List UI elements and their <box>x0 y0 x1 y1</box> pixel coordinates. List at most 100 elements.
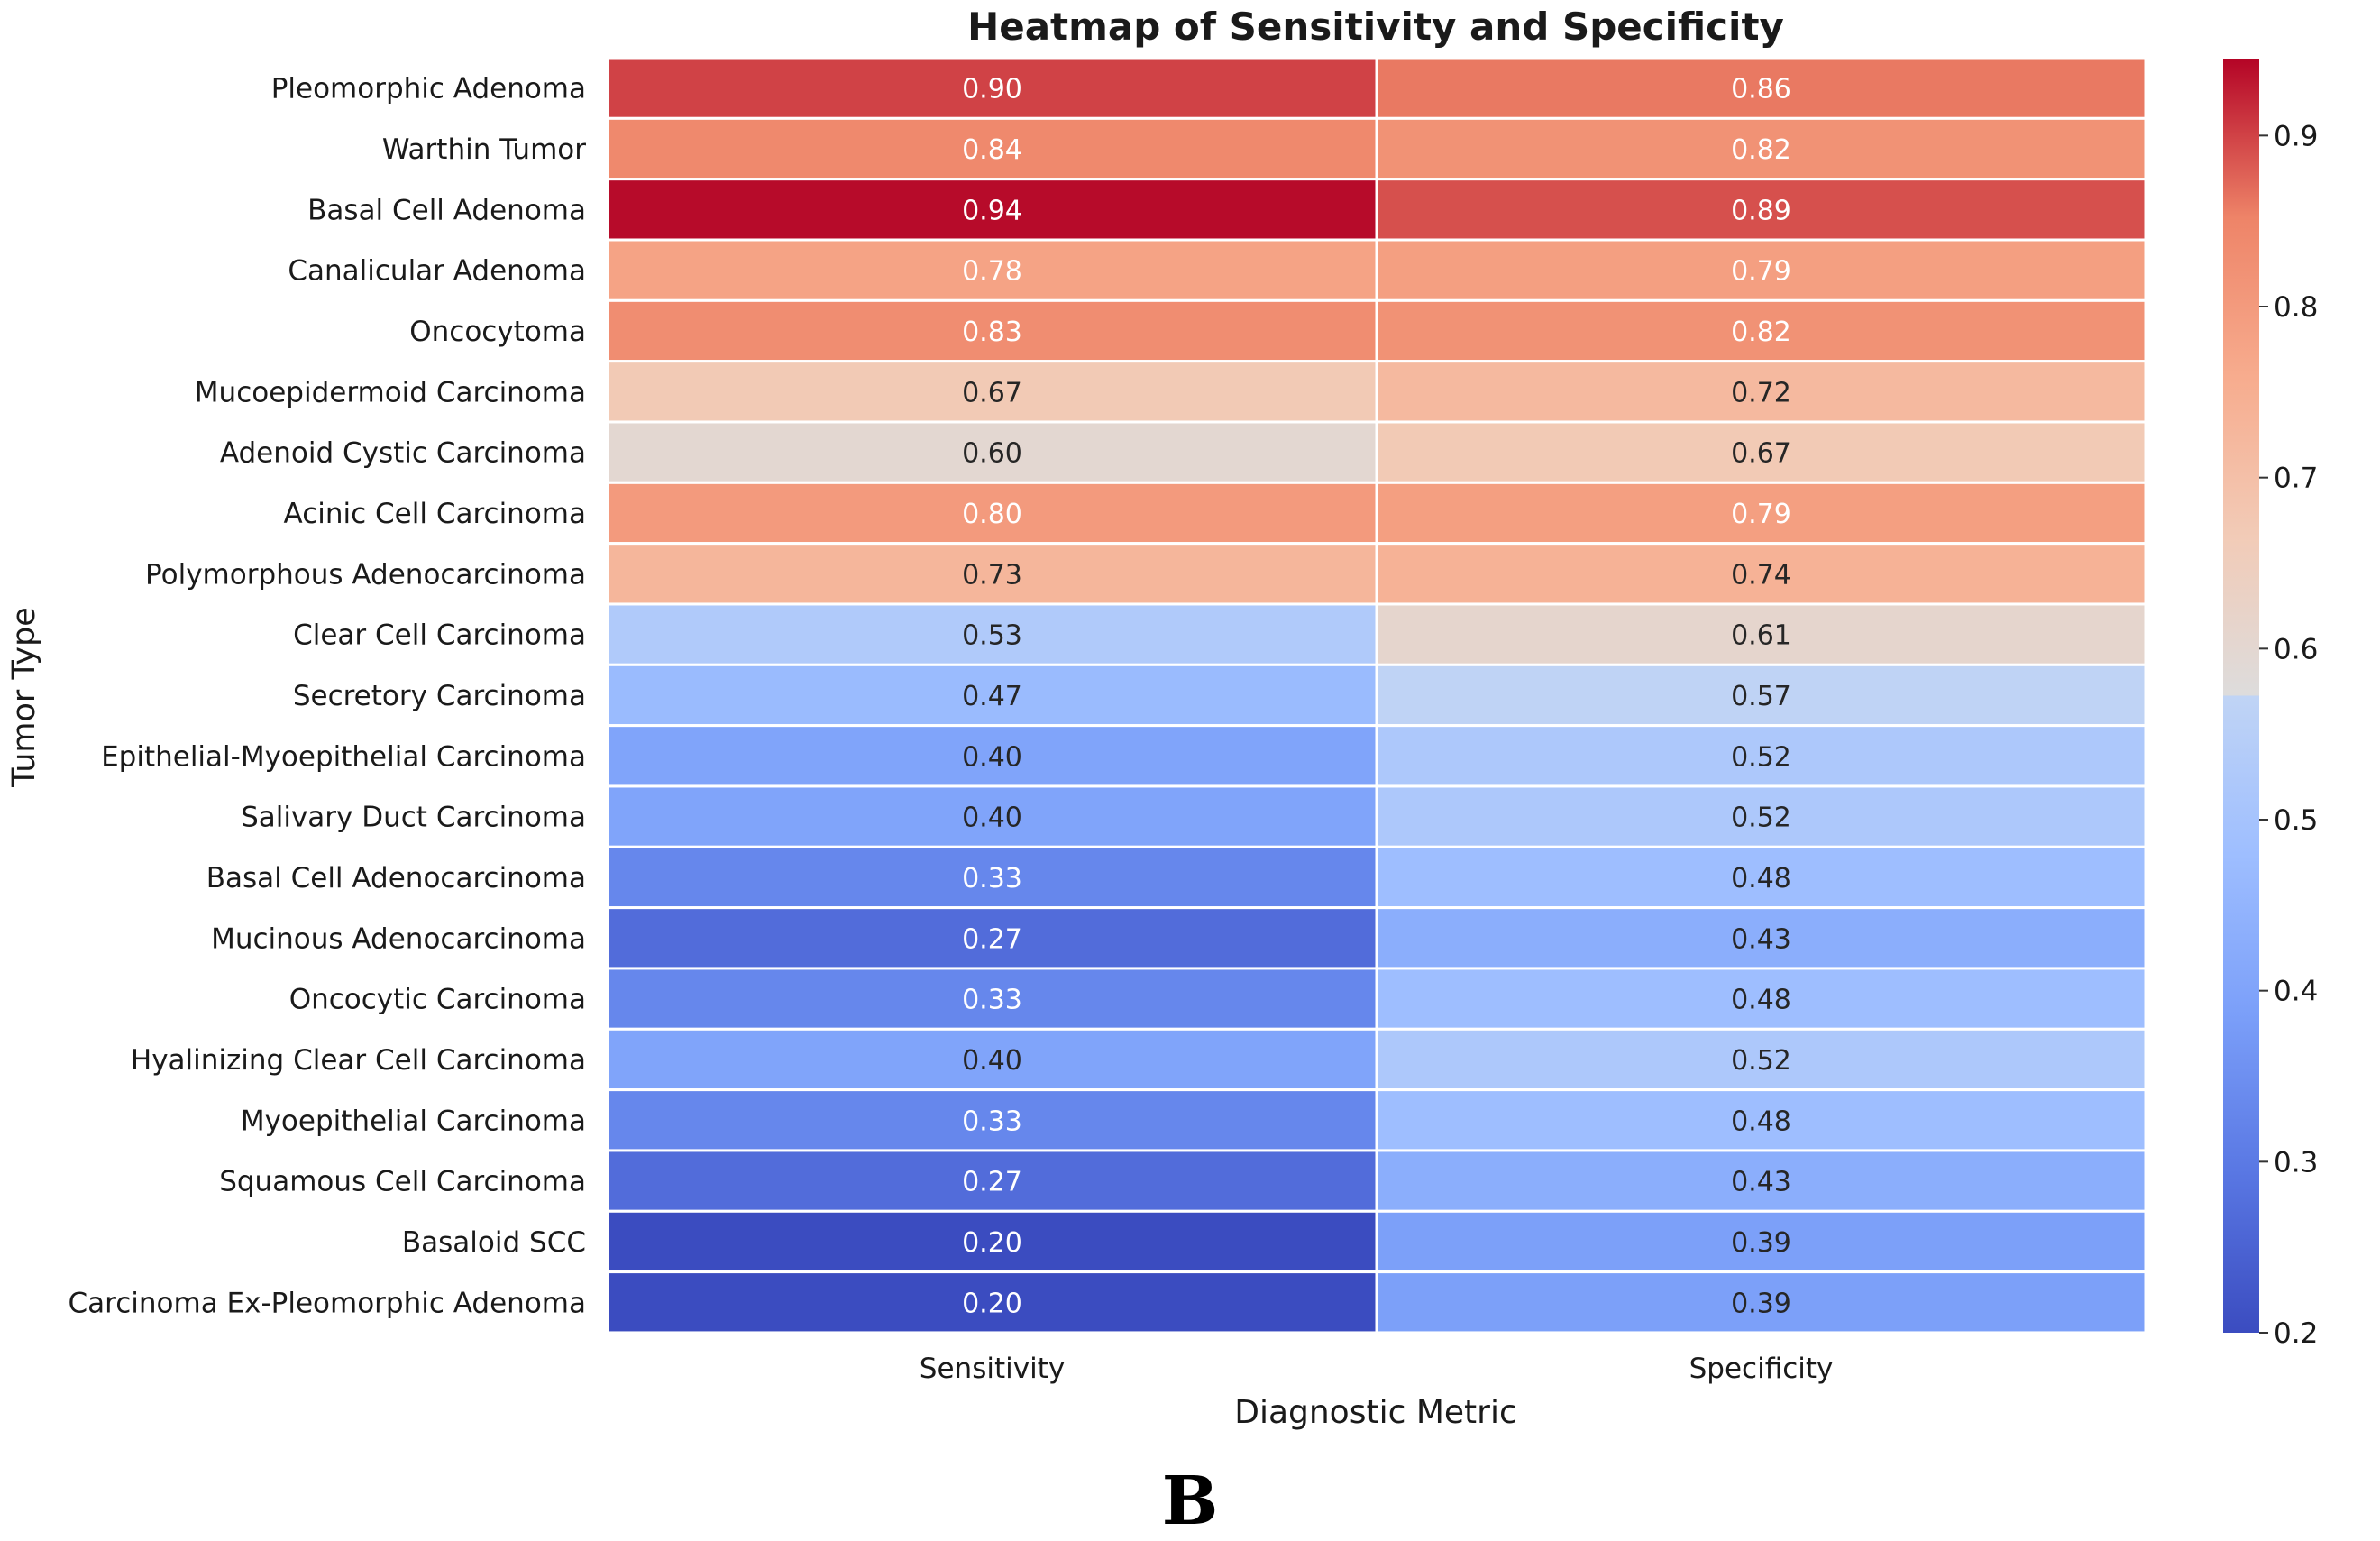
colorbar-tick-label: 0.4 <box>2274 976 2318 1008</box>
colorbar-tick-label: 0.5 <box>2274 804 2318 837</box>
colorbar-tick-label: 0.3 <box>2274 1146 2318 1179</box>
cell-value-label: 0.20 <box>962 1227 1022 1259</box>
row-label: Epithelial-Myoepithelial Carcinoma <box>101 740 586 773</box>
heatmap-cell <box>606 542 1378 606</box>
row-label: Mucinous Adenocarcinoma <box>211 922 586 955</box>
row-label: Clear Cell Carcinoma <box>293 619 586 652</box>
colorbar-tick-label: 0.2 <box>2274 1317 2318 1350</box>
column-label: Sensitivity <box>920 1353 1065 1385</box>
row-label: Warthin Tumor <box>382 133 586 166</box>
heatmap-cell <box>1375 724 2147 788</box>
heatmap-cell <box>1375 1270 2147 1335</box>
colorbar <box>2223 59 2259 1333</box>
cell-value-label: 0.83 <box>962 316 1022 348</box>
colorbar-tick-label: 0.8 <box>2274 291 2318 324</box>
cell-value-label: 0.48 <box>1731 863 1791 894</box>
heatmap-cell <box>1375 845 2147 910</box>
colorbar-tick-label: 0.9 <box>2274 120 2318 152</box>
heatmap-cell <box>1375 238 2147 302</box>
x-axis-label: Diagnostic Metric <box>1234 1394 1517 1431</box>
cell-value-label: 0.74 <box>1731 559 1791 591</box>
cell-value-label: 0.80 <box>962 499 1022 530</box>
heatmap-cell <box>606 663 1378 728</box>
cell-value-label: 0.84 <box>962 134 1022 166</box>
cell-value-label: 0.40 <box>962 741 1022 773</box>
panel-label: B <box>1162 1463 1219 1540</box>
cell-value-label: 0.57 <box>1731 681 1791 712</box>
heatmap-cell <box>1375 542 2147 606</box>
row-label: Basal Cell Adenocarcinoma <box>206 862 586 894</box>
heatmap-cell <box>606 1270 1378 1335</box>
heatmap-cell <box>1375 420 2147 484</box>
cell-value-label: 0.27 <box>962 923 1022 955</box>
row-label: Adenoid Cystic Carcinoma <box>220 437 586 470</box>
row-label: Polymorphous Adenocarcinoma <box>145 558 586 591</box>
cell-value-label: 0.33 <box>962 1105 1022 1137</box>
heatmap-cell <box>606 906 1378 970</box>
heatmap-cell <box>1375 602 2147 666</box>
cell-value-label: 0.52 <box>1731 803 1791 834</box>
y-axis-label: Tumor Type <box>6 607 42 788</box>
cell-value-label: 0.52 <box>1731 1045 1791 1077</box>
heatmap-cell <box>1375 56 2147 120</box>
cell-value-label: 0.39 <box>1731 1227 1791 1259</box>
cell-value-label: 0.67 <box>962 377 1022 408</box>
cell-value-label: 0.33 <box>962 985 1022 1016</box>
column-label: Specificity <box>1689 1353 1834 1385</box>
heatmap-cell <box>606 56 1378 120</box>
cell-value-label: 0.79 <box>1731 499 1791 530</box>
cell-value-labels: 0.90 0.86 0.84 0.82 0.94 0.89 0.78 0.79 0.83 0.82… <box>962 74 1791 1320</box>
cell-value-label: 0.43 <box>1731 1167 1791 1198</box>
cell-value-label: 0.82 <box>1731 316 1791 348</box>
cell-value-label: 0.48 <box>1731 1105 1791 1137</box>
colorbar-tick-label: 0.7 <box>2274 463 2318 495</box>
cell-value-label: 0.48 <box>1731 985 1791 1016</box>
cell-value-label: 0.60 <box>962 438 1022 470</box>
cell-value-label: 0.20 <box>962 1288 1022 1319</box>
heatmap-cell <box>1375 116 2147 181</box>
heatmap-cell <box>606 1149 1378 1213</box>
row-label: Myoepithelial Carcinoma <box>241 1105 586 1137</box>
heatmap-cell <box>606 1209 1378 1274</box>
cell-value-label: 0.73 <box>962 559 1022 591</box>
cell-value-label: 0.61 <box>1731 620 1791 652</box>
cell-value-label: 0.40 <box>962 803 1022 834</box>
column-labels: Sensitivity Specificity <box>920 1353 1834 1385</box>
row-label: Pleomorphic Adenoma <box>271 73 586 105</box>
cell-value-label: 0.67 <box>1731 438 1791 470</box>
row-label: Oncocytic Carcinoma <box>289 984 586 1016</box>
heatmap-cell <box>1375 906 2147 970</box>
row-labels: Pleomorphic Adenoma Warthin Tumor Basal Ce… <box>69 73 587 1320</box>
row-label: Salivary Duct Carcinoma <box>241 802 586 834</box>
heatmap-grid <box>606 56 2147 1335</box>
row-label: Hyalinizing Clear Cell Carcinoma <box>131 1044 586 1077</box>
cell-value-label: 0.89 <box>1731 195 1791 226</box>
colorbar-ticks: 0.2 0.3 0.4 0.5 0.6 0.7 0.8 0.9 <box>2259 120 2318 1350</box>
heatmap-cell <box>606 724 1378 788</box>
cell-value-label: 0.79 <box>1731 256 1791 288</box>
cell-value-label: 0.72 <box>1731 377 1791 408</box>
heatmap-cell <box>1375 298 2147 363</box>
heatmap-cell <box>606 967 1378 1031</box>
row-label: Acinic Cell Carcinoma <box>284 498 586 530</box>
heatmap-cell <box>1375 1088 2147 1152</box>
cell-value-label: 0.39 <box>1731 1288 1791 1319</box>
heatmap-cell <box>1375 663 2147 728</box>
row-label: Secretory Carcinoma <box>293 680 586 712</box>
row-label: Squamous Cell Carcinoma <box>219 1166 586 1198</box>
cell-value-label: 0.94 <box>962 195 1022 226</box>
row-label: Mucoepidermoid Carcinoma <box>195 376 586 408</box>
heatmap-cell <box>1375 1209 2147 1274</box>
heatmap-cell <box>606 845 1378 910</box>
cell-value-label: 0.90 <box>962 74 1022 105</box>
cell-value-label: 0.40 <box>962 1045 1022 1077</box>
cell-value-label: 0.53 <box>962 620 1022 652</box>
cell-value-label: 0.52 <box>1731 741 1791 773</box>
heatmap-cell <box>1375 360 2147 424</box>
cell-value-label: 0.47 <box>962 681 1022 712</box>
cell-value-label: 0.86 <box>1731 74 1791 105</box>
heatmap-cell <box>1375 178 2147 242</box>
cell-value-label: 0.33 <box>962 863 1022 894</box>
cell-value-label: 0.82 <box>1731 134 1791 166</box>
